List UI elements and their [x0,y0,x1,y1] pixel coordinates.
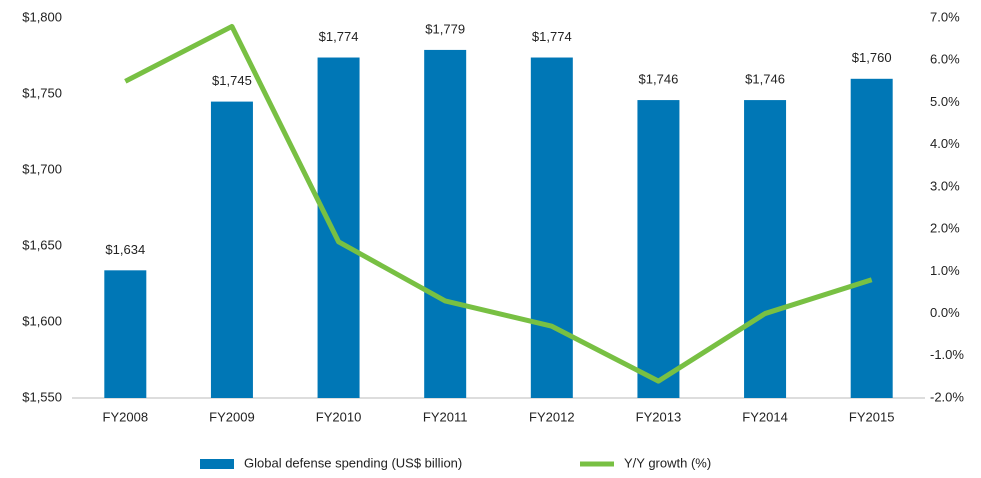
bar [210,101,253,398]
x-tick-label: FY2013 [636,409,682,424]
value-label: $1,746 [745,72,785,87]
y2-tick-label: 4.0% [930,136,960,151]
y-tick-label: $1,650 [22,237,62,252]
y2-tick-label: 1.0% [930,263,960,278]
bar [850,78,893,399]
bar [424,49,467,399]
x-tick-label: FY2015 [849,409,895,424]
x-tick-label: FY2012 [529,409,575,424]
y2-tick-label: 0.0% [930,305,960,320]
x-tick-label: FY2010 [316,409,362,424]
bar [317,57,360,399]
x-tick-label: FY2011 [423,409,468,424]
y-tick-label: $1,800 [22,9,62,24]
value-label: $1,774 [319,29,359,44]
y-tick-label: $1,700 [22,161,62,176]
legend-label: Y/Y growth (%) [624,455,711,470]
y2-tick-label: 5.0% [930,94,960,109]
bar [637,100,680,398]
value-label: $1,634 [105,242,145,257]
legend-label: Global defense spending (US$ billion) [244,455,462,470]
y2-tick-label: 7.0% [930,9,960,24]
value-label: $1,745 [212,73,252,88]
x-tick-label: FY2009 [209,409,255,424]
y2-tick-label: 6.0% [930,52,960,67]
value-label: $1,779 [425,21,465,36]
x-tick-label: FY2014 [742,409,788,424]
bar [104,270,147,398]
value-label: $1,746 [639,72,679,87]
y2-tick-label: 2.0% [930,221,960,236]
value-label: $1,760 [852,50,892,65]
y2-tick-label: -2.0% [930,389,964,404]
y2-tick-label: 3.0% [930,178,960,193]
line [124,23,873,384]
y-tick-label: $1,550 [22,389,62,404]
y-tick-label: $1,600 [22,313,62,328]
y2-tick-label: -1.0% [930,347,964,362]
bar [530,57,573,399]
legend-swatch [200,459,234,469]
x-tick-label: FY2008 [103,409,149,424]
value-label: $1,774 [532,29,572,44]
bar [744,100,787,398]
y-tick-label: $1,750 [22,85,62,100]
